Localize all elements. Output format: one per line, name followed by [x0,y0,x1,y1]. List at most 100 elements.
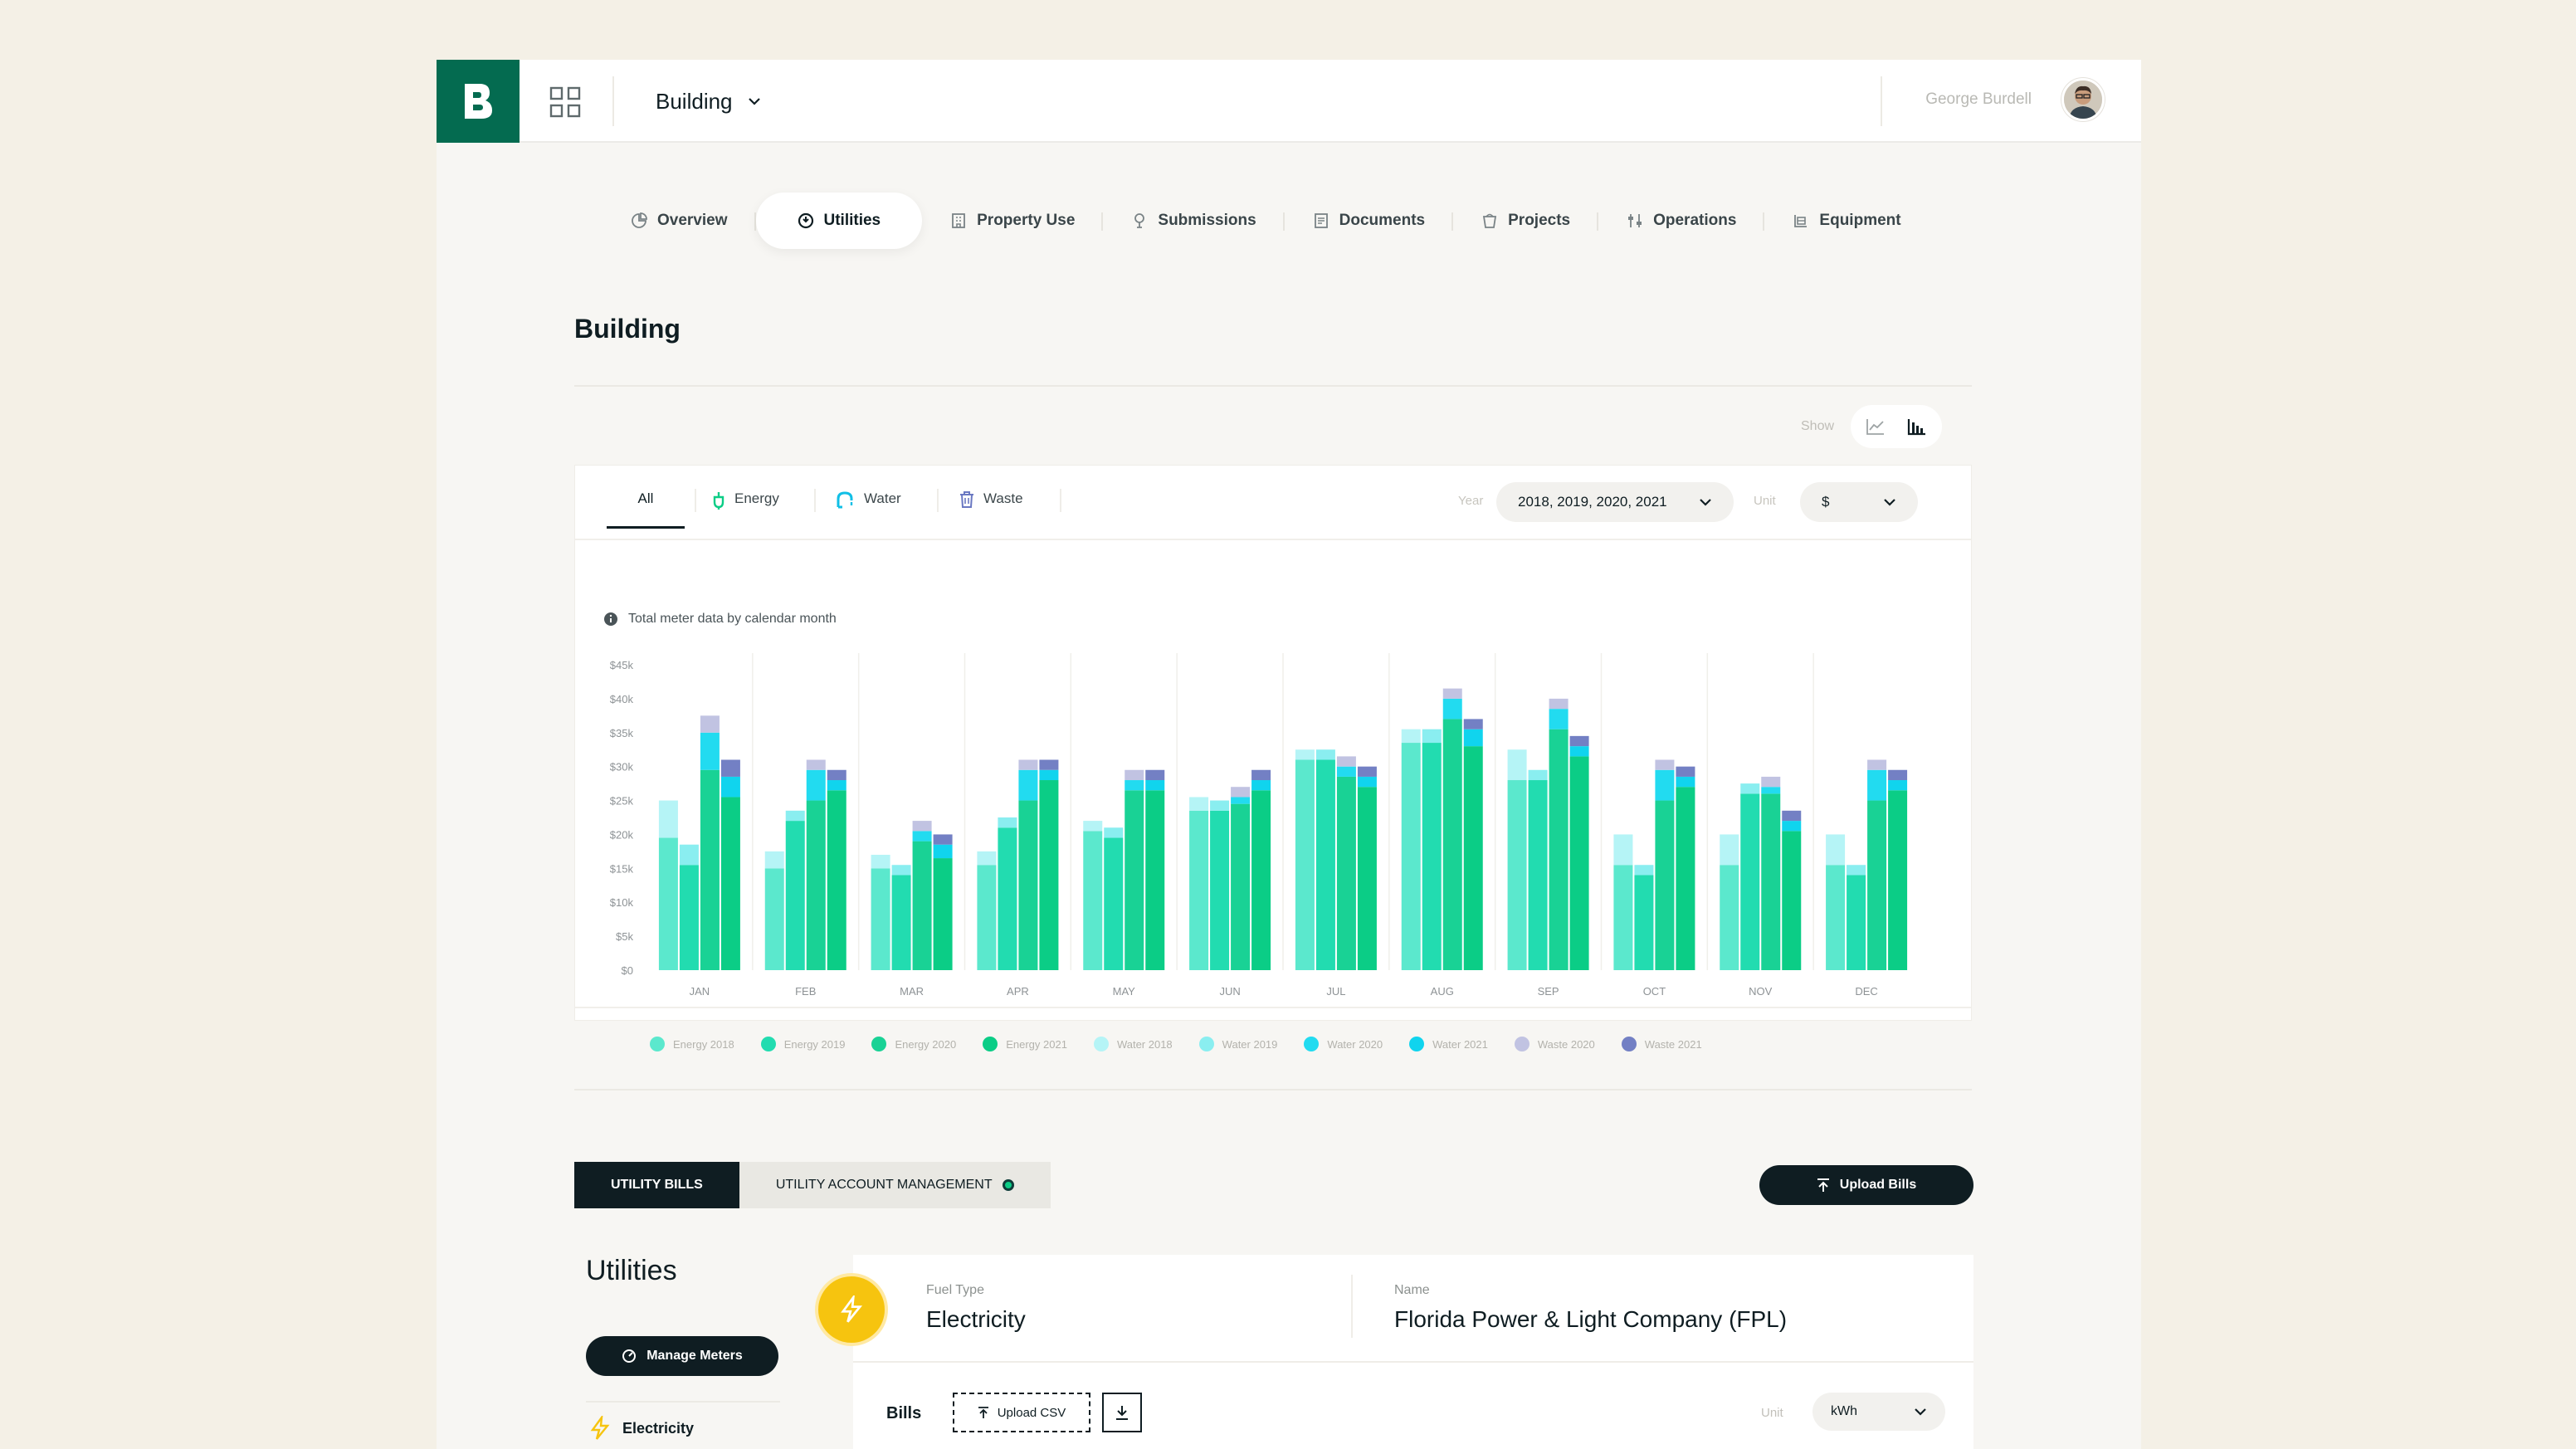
bar-water-segment[interactable] [1847,865,1866,876]
legend-item[interactable]: Energy 2019 [760,1037,845,1051]
tab-utility-account-management[interactable]: UTILITY ACCOUNT MANAGEMENT [739,1162,1051,1208]
tab-utility-bills[interactable]: UTILITY BILLS [574,1162,739,1208]
bar-energy-segment[interactable] [1315,759,1335,970]
bar-energy-segment[interactable] [1867,800,1887,970]
bar-water-segment[interactable] [1720,834,1739,866]
bar-water-segment[interactable] [806,769,826,801]
bar-water-segment[interactable] [827,780,846,791]
bar-water-segment[interactable] [1422,729,1442,744]
bar-energy-segment[interactable] [720,797,740,970]
bar-energy-segment[interactable] [1231,803,1251,970]
legend-item[interactable]: Water 2019 [1198,1037,1277,1051]
bar-energy-segment[interactable] [933,858,953,970]
bar-waste-segment[interactable] [1231,787,1251,798]
bar-energy-segment[interactable] [1720,865,1739,970]
bar-waste-segment[interactable] [1039,759,1059,770]
bar-water-segment[interactable] [1569,746,1589,757]
bar-chart-icon[interactable] [1904,413,1930,440]
bar-energy-segment[interactable] [871,868,890,970]
bar-energy-segment[interactable] [1145,790,1165,970]
bar-water-segment[interactable] [933,844,953,859]
legend-item[interactable]: Water 2018 [1093,1037,1173,1051]
bar-water-segment[interactable] [1018,769,1038,801]
tab-documents[interactable]: Documents [1285,193,1454,249]
bar-water-segment[interactable] [679,844,699,866]
bar-water-segment[interactable] [1357,776,1377,788]
bar-water-segment[interactable] [785,810,805,822]
bar-energy-segment[interactable] [1104,837,1124,970]
legend-item[interactable]: Energy 2021 [983,1037,1067,1051]
bar-water-segment[interactable] [1888,780,1908,791]
bar-water-segment[interactable] [1251,780,1271,791]
bar-water-segment[interactable] [1655,769,1675,801]
bar-waste-segment[interactable] [1125,769,1144,781]
bar-energy-segment[interactable] [1740,793,1760,970]
filter-tab-waste[interactable]: Waste [959,490,1023,529]
filter-tab-all[interactable]: All [607,490,685,529]
bar-waste-segment[interactable] [1336,756,1356,767]
bar-water-segment[interactable] [1507,749,1527,781]
bar-waste-segment[interactable] [1251,769,1271,781]
bar-water-segment[interactable] [1549,709,1569,729]
legend-item[interactable]: Waste 2020 [1514,1037,1595,1051]
bar-water-segment[interactable] [1210,800,1230,811]
bar-waste-segment[interactable] [1463,719,1483,729]
tab-overview[interactable]: Overview [603,193,756,249]
bar-water-segment[interactable] [912,831,932,842]
bar-water-segment[interactable] [871,854,890,869]
bar-energy-segment[interactable] [1083,831,1103,970]
bar-energy-segment[interactable] [1189,810,1209,970]
unit-select[interactable]: $ [1800,482,1918,522]
bar-energy-segment[interactable] [806,800,826,970]
bar-energy-segment[interactable] [827,790,846,970]
bar-water-segment[interactable] [700,732,720,770]
tab-property-use[interactable]: Property Use [922,193,1104,249]
building-selector[interactable]: Building [656,85,761,118]
bar-waste-segment[interactable] [1442,688,1462,699]
bar-water-segment[interactable] [1676,776,1695,788]
bar-water-segment[interactable] [764,851,784,869]
bar-water-segment[interactable] [1761,787,1781,794]
bar-waste-segment[interactable] [720,759,740,777]
bar-energy-segment[interactable] [1549,729,1569,970]
bar-water-segment[interactable] [1867,769,1887,801]
bar-waste-segment[interactable] [1867,759,1887,770]
bar-energy-segment[interactable] [1336,776,1356,970]
bar-energy-segment[interactable] [912,841,932,970]
bar-water-segment[interactable] [1528,769,1548,781]
tab-utilities[interactable]: Utilities [755,193,923,249]
tab-operations[interactable]: Operations [1598,193,1765,249]
sidebar-item-electricity[interactable]: Electricity [589,1416,694,1441]
tab-equipment[interactable]: Equipment [1764,193,1929,249]
bar-energy-segment[interactable] [1251,790,1271,970]
bar-energy-segment[interactable] [1401,743,1421,970]
bar-water-segment[interactable] [1826,834,1846,866]
avatar[interactable] [2061,78,2105,121]
bar-energy-segment[interactable] [998,827,1017,970]
bar-energy-segment[interactable] [1826,865,1846,970]
bar-energy-segment[interactable] [1210,810,1230,970]
upload-bills-button[interactable]: Upload Bills [1759,1165,1973,1205]
bar-water-segment[interactable] [977,851,997,866]
bar-water-segment[interactable] [1463,729,1483,747]
bar-water-segment[interactable] [1634,865,1654,876]
bar-water-segment[interactable] [998,817,1017,828]
bar-energy-segment[interactable] [1761,793,1781,970]
bar-waste-segment[interactable] [1655,759,1675,770]
bar-water-segment[interactable] [1039,769,1059,781]
legend-item[interactable]: Water 2020 [1304,1037,1383,1051]
line-chart-icon[interactable] [1862,413,1889,440]
bar-waste-segment[interactable] [1782,810,1802,822]
bar-energy-segment[interactable] [1676,787,1695,970]
bar-water-segment[interactable] [1104,827,1124,838]
bar-energy-segment[interactable] [700,769,720,970]
legend-item[interactable]: Water 2021 [1409,1037,1488,1051]
bar-water-segment[interactable] [891,865,911,876]
bar-energy-segment[interactable] [1782,831,1802,970]
bar-energy-segment[interactable] [1463,746,1483,970]
bar-water-segment[interactable] [1336,766,1356,777]
bar-energy-segment[interactable] [1507,780,1527,970]
bar-water-segment[interactable] [1401,729,1421,744]
tab-projects[interactable]: Projects [1453,193,1599,249]
bar-energy-segment[interactable] [1039,780,1059,970]
